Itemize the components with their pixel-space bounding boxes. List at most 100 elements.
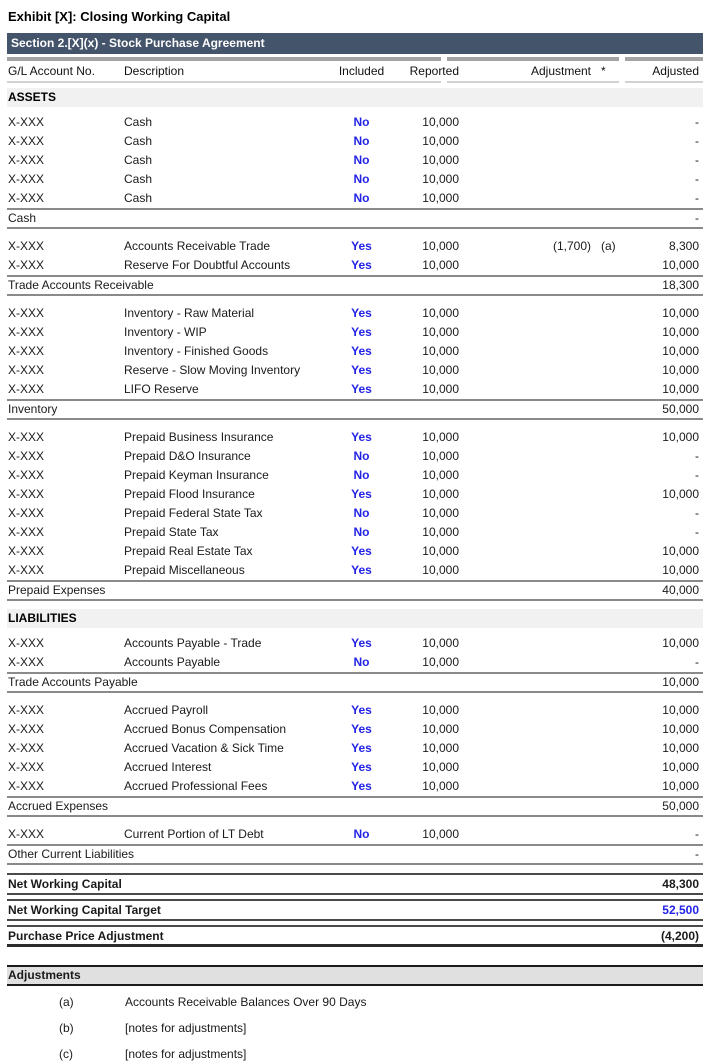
adjusted-cell: - — [695, 191, 699, 205]
included-cell: Yes — [351, 306, 372, 320]
note-text: Accounts Receivable Balances Over 90 Day… — [125, 995, 367, 1009]
adjusted-cell: 10,000 — [662, 636, 699, 650]
subtotal-row: Trade Accounts Payable 10,000 — [7, 672, 703, 693]
adjustment-cell — [459, 304, 596, 323]
reported-cell: 10,000 — [422, 827, 459, 841]
reported-cell: 10,000 — [422, 172, 459, 186]
description-cell: Cash — [124, 153, 153, 167]
reported-cell: 10,000 — [422, 506, 459, 520]
included-cell: No — [353, 449, 370, 463]
reported-cell: 10,000 — [422, 655, 459, 669]
adjustment-note-row: (a) Accounts Receivable Balances Over 90… — [7, 993, 703, 1012]
table-row: X-XXX Accrued Payroll Yes 10,000 10,000 — [7, 701, 703, 720]
gl-account-cell: X-XXX — [8, 544, 45, 558]
subtotal-label: Accrued Expenses — [8, 799, 109, 813]
table-row: X-XXX Inventory - Raw Material Yes 10,000 10… — [7, 304, 703, 323]
included-cell: Yes — [351, 487, 372, 501]
col-header-gl-account: G/L Account No. — [8, 64, 95, 78]
total-label: Net Working Capital Target — [8, 903, 161, 917]
reported-cell: 10,000 — [422, 779, 459, 793]
account-group: X-XXX Current Portion of LT Debt No 10,000 -… — [7, 825, 703, 865]
adjustment-cell — [459, 170, 596, 189]
gl-account-cell: X-XXX — [8, 115, 45, 129]
adjustment-cell — [459, 777, 596, 796]
note-ref-cell — [596, 189, 622, 208]
adjustment-note-row: (c) [notes for adjustments] — [7, 1045, 703, 1064]
note-ref-cell — [596, 170, 622, 189]
note-ref-cell — [596, 720, 622, 739]
adjustment-cell — [459, 758, 596, 777]
included-cell: Yes — [351, 239, 372, 253]
description-cell: Accrued Interest — [124, 760, 212, 774]
description-cell: Inventory - Raw Material — [124, 306, 255, 320]
included-cell: No — [353, 153, 370, 167]
table-row: X-XXX Accrued Bonus Compensation Yes 10,000… — [7, 720, 703, 739]
subtotal-label: Cash — [8, 211, 37, 225]
adjustment-cell — [459, 485, 596, 504]
adjusted-cell: 10,000 — [662, 344, 699, 358]
note-ref-cell — [596, 777, 622, 796]
note-ref: (b) — [59, 1021, 74, 1035]
adjustment-cell — [459, 380, 596, 399]
adjustment-cell — [459, 447, 596, 466]
subtotal-value: 40,000 — [662, 583, 699, 597]
subtotal-value: 50,000 — [662, 799, 699, 813]
adjusted-cell: 10,000 — [662, 382, 699, 396]
note-ref-cell — [596, 132, 622, 151]
gl-account-cell: X-XXX — [8, 655, 45, 669]
table-row: X-XXX Accounts Payable - Trade Yes 10,000 10… — [7, 634, 703, 653]
reported-cell: 10,000 — [422, 239, 459, 253]
subtotal-value: 50,000 — [662, 402, 699, 416]
included-cell: No — [353, 506, 370, 520]
adjustment-cell — [459, 739, 596, 758]
reported-cell: 10,000 — [422, 344, 459, 358]
table-row: X-XXX Cash No 10,000 - — [7, 113, 703, 132]
gl-account-cell: X-XXX — [8, 172, 45, 186]
gl-account-cell: X-XXX — [8, 382, 45, 396]
gl-account-cell: X-XXX — [8, 827, 45, 841]
adjustment-cell — [459, 323, 596, 342]
gl-account-cell: X-XXX — [8, 525, 45, 539]
note-indent — [7, 993, 59, 1012]
reported-cell: 10,000 — [422, 544, 459, 558]
included-cell: Yes — [351, 636, 372, 650]
assets-section-heading: ASSETS — [7, 88, 703, 107]
reported-cell: 10,000 — [422, 153, 459, 167]
gl-account-cell: X-XXX — [8, 760, 45, 774]
description-cell: Prepaid Flood Insurance — [124, 487, 255, 501]
table-row: X-XXX LIFO Reserve Yes 10,000 10,000 — [7, 380, 703, 399]
adjusted-cell: - — [695, 449, 699, 463]
note-ref-cell — [596, 151, 622, 170]
adjustment-cell: (1,700) — [552, 239, 591, 253]
header-bottom-rule — [7, 81, 703, 83]
included-cell: Yes — [351, 760, 372, 774]
included-cell: Yes — [351, 258, 372, 272]
column-header-row: G/L Account No. Description Included Rep… — [7, 61, 703, 81]
account-group: X-XXX Accounts Payable - Trade Yes 10,000 10… — [7, 634, 703, 693]
note-ref-cell — [596, 466, 622, 485]
description-cell: Prepaid Business Insurance — [124, 430, 274, 444]
included-cell: Yes — [351, 779, 372, 793]
table-row: X-XXX Prepaid Flood Insurance Yes 10,000 10,… — [7, 485, 703, 504]
adjusted-cell: 10,000 — [662, 363, 699, 377]
note-ref-cell — [596, 758, 622, 777]
adjusted-cell: 10,000 — [662, 258, 699, 272]
subtotal-row: Inventory 50,000 — [7, 399, 703, 420]
note-ref-cell — [596, 361, 622, 380]
adjusted-cell: - — [695, 525, 699, 539]
subtotal-row: Cash - — [7, 208, 703, 229]
note-indent — [7, 1045, 59, 1064]
subtotal-label: Prepaid Expenses — [8, 583, 106, 597]
reported-cell: 10,000 — [422, 636, 459, 650]
subtotal-label: Inventory — [8, 402, 58, 416]
description-cell: Prepaid Real Estate Tax — [124, 544, 253, 558]
table-row: X-XXX Prepaid Real Estate Tax Yes 10,000 10,… — [7, 542, 703, 561]
gl-account-cell: X-XXX — [8, 722, 45, 736]
net-working-capital-row: Net Working Capital 48,300 — [7, 873, 703, 895]
included-cell: Yes — [351, 741, 372, 755]
col-header-description: Description — [124, 64, 185, 78]
table-row: X-XXX Accrued Professional Fees Yes 10,000 1… — [7, 777, 703, 796]
gl-account-cell: X-XXX — [8, 363, 45, 377]
included-cell: No — [353, 655, 370, 669]
